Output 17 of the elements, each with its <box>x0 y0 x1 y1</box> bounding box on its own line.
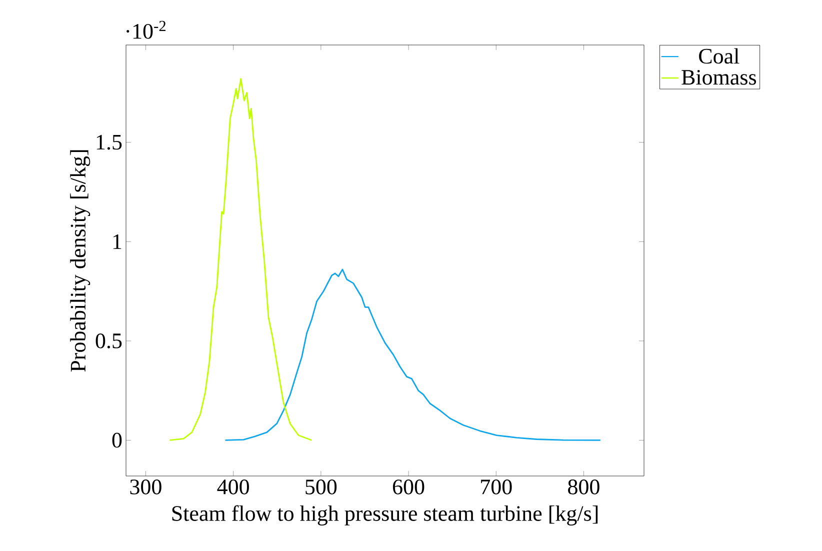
x-tick-label: 700 <box>481 480 512 494</box>
x-tick-label: 300 <box>130 480 162 494</box>
x-tick-label: 600 <box>392 480 424 494</box>
x-tick-label: 400 <box>217 480 249 494</box>
x-tick-label: 800 <box>568 480 600 494</box>
text: ·10$^{-2}$ <box>126 20 166 39</box>
y-axis-title: Probability density [s/kg] <box>70 150 90 372</box>
legend-label: Coal <box>699 48 740 64</box>
x-axis-title: Steam flow to high pressure steam turbine [kg/s] <box>172 505 598 526</box>
legend-label: Biomass <box>682 70 756 85</box>
y-tick-label: 0.5 <box>96 333 122 348</box>
y-tick-label: 1.5 <box>96 134 122 150</box>
y-tick-label: 0 <box>112 432 122 448</box>
line-series <box>168 78 312 441</box>
y-tick-label: 1 <box>113 234 122 249</box>
line-series <box>224 268 602 441</box>
x-tick-label: 500 <box>306 480 337 494</box>
